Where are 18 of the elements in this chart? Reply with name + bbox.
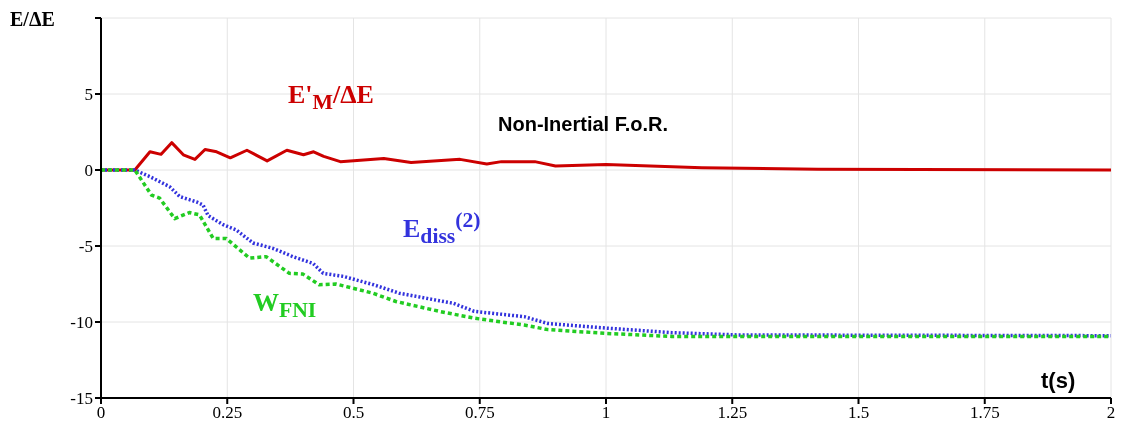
y-tick-label: -5 <box>78 237 93 257</box>
x-tick-label: 0.25 <box>212 403 243 423</box>
y-tick-label: -15 <box>70 389 93 409</box>
x-tick-label: 1.5 <box>847 403 870 423</box>
y-tick-label: 5 <box>84 85 93 105</box>
x-tick-label: 2 <box>1106 403 1116 423</box>
x-tick-label: 1 <box>601 403 611 423</box>
y-tick-label: -10 <box>70 313 93 333</box>
x-tick-label: 1.25 <box>717 403 748 423</box>
x-tick-label: 0.5 <box>342 403 365 423</box>
x-axis-title: t(s) <box>1041 368 1076 394</box>
y-tick-label: 0 <box>84 161 93 181</box>
x-tick-label: 0.75 <box>464 403 495 423</box>
annotation: Non-Inertial F.o.R. <box>498 113 668 136</box>
y-axis-title: E/ΔE <box>10 8 55 31</box>
x-tick-label: 1.75 <box>969 403 1000 423</box>
series-label: E'$_{M}$/ΔE <box>288 80 374 116</box>
series-label: W$_{FNI}$ <box>253 288 317 324</box>
